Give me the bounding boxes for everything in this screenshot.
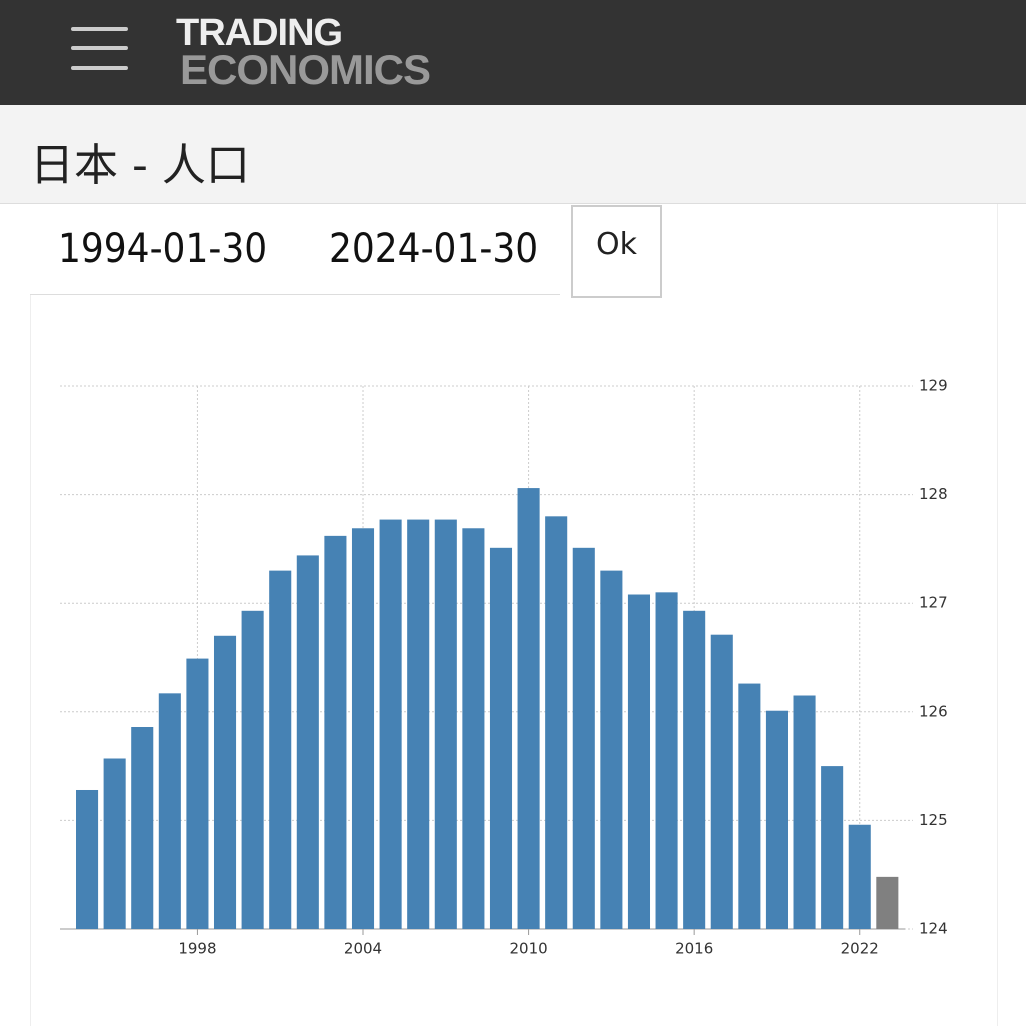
bar bbox=[407, 519, 430, 929]
y-tick-label: 124 bbox=[919, 920, 948, 938]
bar bbox=[848, 824, 871, 929]
bar bbox=[76, 789, 99, 929]
bar bbox=[379, 519, 402, 929]
y-tick-label: 129 bbox=[919, 377, 948, 395]
bar bbox=[821, 766, 844, 929]
bar bbox=[296, 555, 319, 929]
bar bbox=[213, 635, 237, 929]
bar bbox=[489, 547, 513, 929]
x-tick-label: 2004 bbox=[344, 940, 382, 958]
bar bbox=[434, 519, 457, 929]
x-tick-label: 2010 bbox=[509, 940, 547, 958]
end-date[interactable]: 2024-01-30 bbox=[300, 204, 560, 295]
menu-icon[interactable] bbox=[71, 27, 128, 31]
bar bbox=[517, 488, 540, 929]
bar bbox=[324, 535, 347, 929]
bar bbox=[738, 683, 761, 929]
title-bar: 日本 - 人口 bbox=[0, 105, 1026, 204]
bar bbox=[103, 758, 126, 929]
bar bbox=[241, 610, 264, 929]
bar bbox=[627, 594, 651, 929]
ok-button[interactable]: Ok bbox=[571, 205, 662, 298]
y-tick-label: 127 bbox=[919, 594, 948, 612]
x-tick-label: 2016 bbox=[675, 940, 713, 958]
page-title: 日本 - 人口 bbox=[30, 140, 250, 191]
bar bbox=[600, 570, 623, 929]
x-tick-label: 1998 bbox=[178, 940, 216, 958]
bar bbox=[683, 610, 706, 929]
y-tick-label: 126 bbox=[919, 702, 948, 720]
bar bbox=[269, 570, 292, 929]
bar bbox=[655, 592, 678, 929]
bar bbox=[462, 528, 485, 929]
y-tick-label: 125 bbox=[919, 811, 948, 829]
menu-icon[interactable] bbox=[71, 46, 128, 50]
bar bbox=[131, 727, 154, 929]
bar bbox=[765, 710, 788, 929]
top-bar: TRADING ECONOMICS bbox=[0, 0, 1026, 105]
bar bbox=[876, 876, 899, 929]
logo[interactable]: TRADING bbox=[176, 12, 343, 54]
bar bbox=[545, 516, 568, 929]
bar bbox=[572, 547, 595, 929]
logo[interactable]: ECONOMICS bbox=[180, 46, 431, 93]
start-date[interactable]: 1994-01-30 bbox=[30, 204, 320, 295]
y-tick-label: 128 bbox=[919, 485, 948, 503]
chart-panel bbox=[30, 204, 998, 1026]
bar bbox=[186, 658, 209, 929]
bar bbox=[351, 528, 375, 929]
bar bbox=[793, 695, 816, 929]
menu-icon[interactable] bbox=[71, 66, 128, 70]
bar bbox=[158, 693, 181, 929]
bar bbox=[710, 634, 733, 929]
x-tick-label: 2022 bbox=[841, 940, 879, 958]
